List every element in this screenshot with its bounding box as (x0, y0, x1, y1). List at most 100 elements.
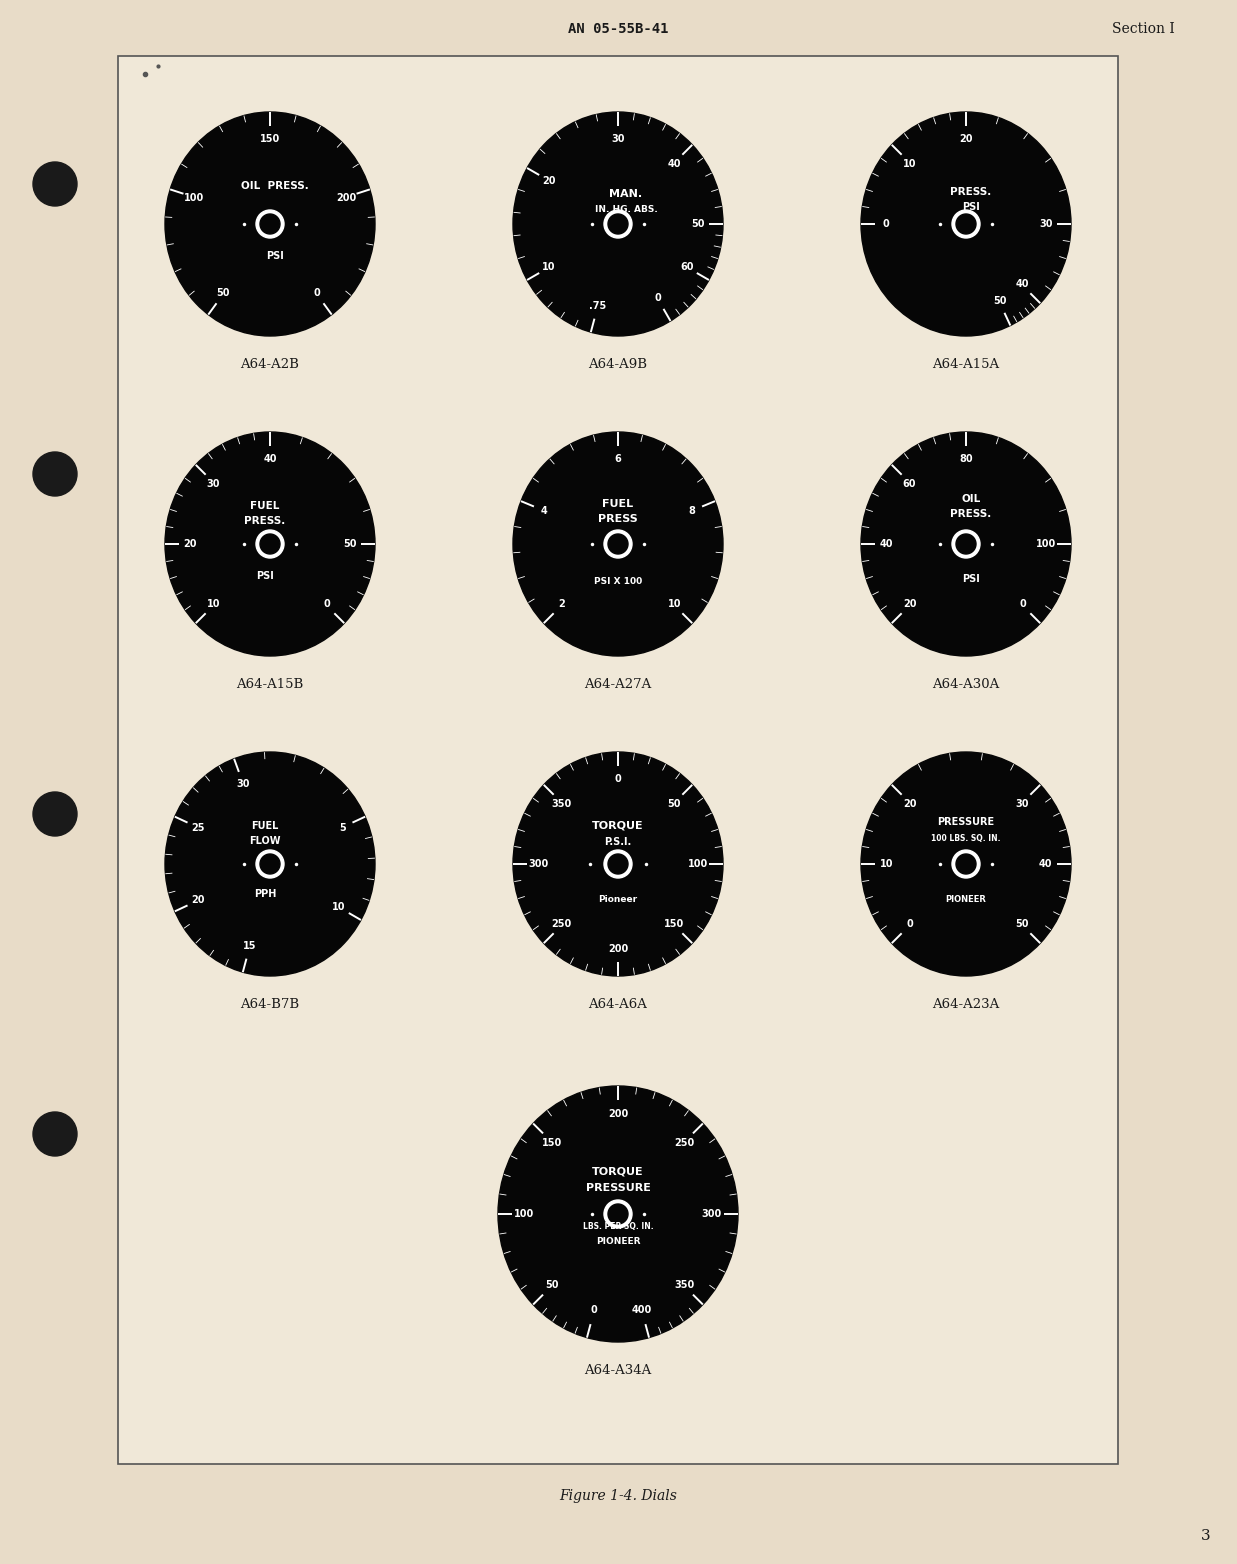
Text: 0: 0 (590, 1306, 597, 1315)
Text: LBS. PER SQ. IN.: LBS. PER SQ. IN. (583, 1221, 653, 1231)
Text: 400: 400 (632, 1306, 652, 1315)
Circle shape (33, 452, 77, 496)
Text: 20: 20 (959, 135, 972, 144)
Text: 25: 25 (190, 823, 204, 834)
Text: 100: 100 (1035, 540, 1056, 549)
Text: 60: 60 (903, 479, 917, 490)
Ellipse shape (513, 752, 722, 976)
Text: 150: 150 (260, 135, 280, 144)
Text: PRESS: PRESS (599, 515, 638, 524)
Text: 100: 100 (515, 1209, 534, 1218)
Circle shape (609, 1204, 628, 1225)
Text: 150: 150 (542, 1139, 562, 1148)
Circle shape (604, 530, 632, 558)
Ellipse shape (165, 432, 375, 655)
Circle shape (609, 533, 628, 554)
Text: A64-A27A: A64-A27A (584, 679, 652, 691)
Text: PRESS.: PRESS. (950, 508, 992, 519)
Text: PIONEER: PIONEER (596, 1237, 641, 1245)
Circle shape (602, 529, 635, 560)
Text: 60: 60 (680, 261, 694, 272)
Text: 30: 30 (236, 779, 250, 788)
Text: 50: 50 (1016, 920, 1029, 929)
Text: 200: 200 (607, 1109, 628, 1120)
Text: PSI: PSI (266, 250, 283, 261)
FancyBboxPatch shape (118, 56, 1118, 1464)
Text: 350: 350 (552, 799, 571, 809)
Text: PRESSURE: PRESSURE (938, 816, 995, 827)
Ellipse shape (513, 113, 722, 336)
Text: PPH: PPH (254, 888, 276, 899)
Text: A64-A30A: A64-A30A (933, 679, 999, 691)
Circle shape (256, 210, 285, 238)
Text: 30: 30 (1016, 799, 1029, 809)
Circle shape (956, 214, 976, 235)
Text: OIL: OIL (961, 494, 981, 504)
Text: 4: 4 (541, 507, 548, 516)
Text: Pioneer: Pioneer (599, 895, 637, 904)
Text: 10: 10 (903, 160, 917, 169)
Text: A64-A15B: A64-A15B (236, 679, 303, 691)
Circle shape (33, 1112, 77, 1156)
Text: 20: 20 (542, 177, 555, 186)
Text: PRESS.: PRESS. (245, 516, 286, 526)
Text: 20: 20 (903, 599, 917, 610)
Circle shape (956, 854, 976, 874)
Ellipse shape (861, 432, 1071, 655)
Text: 50: 50 (343, 540, 356, 549)
Text: 40: 40 (880, 540, 893, 549)
Text: A64-A23A: A64-A23A (933, 998, 999, 1010)
Text: 40: 40 (1016, 280, 1029, 289)
Text: 30: 30 (1039, 219, 1053, 228)
Circle shape (604, 1200, 632, 1228)
Text: .75: .75 (589, 302, 606, 311)
Ellipse shape (861, 113, 1071, 336)
Circle shape (602, 848, 635, 881)
Circle shape (604, 210, 632, 238)
Text: 8: 8 (688, 507, 695, 516)
Text: 50: 50 (546, 1279, 559, 1290)
Text: A64-A2B: A64-A2B (240, 358, 299, 371)
Circle shape (956, 533, 976, 554)
Text: 15: 15 (242, 942, 256, 951)
Text: 20: 20 (183, 540, 197, 549)
Text: 10: 10 (542, 261, 555, 272)
Text: A64-B7B: A64-B7B (240, 998, 299, 1010)
Text: A64-A15A: A64-A15A (933, 358, 999, 371)
Text: 150: 150 (664, 920, 684, 929)
Text: 0: 0 (654, 292, 662, 303)
Text: 300: 300 (701, 1209, 721, 1218)
Circle shape (950, 529, 982, 560)
Text: 50: 50 (668, 799, 682, 809)
Text: 100 LBS. SQ. IN.: 100 LBS. SQ. IN. (931, 834, 1001, 843)
Text: PSI: PSI (962, 574, 980, 583)
Circle shape (33, 163, 77, 206)
Text: 20: 20 (903, 799, 917, 809)
Text: FLOW: FLOW (249, 837, 281, 846)
Text: 40: 40 (668, 160, 682, 169)
Text: 0: 0 (313, 288, 320, 297)
Text: Section I: Section I (1112, 22, 1175, 36)
Text: 10: 10 (668, 599, 682, 610)
Circle shape (952, 210, 980, 238)
Text: 0: 0 (323, 599, 330, 610)
Text: 2: 2 (558, 599, 565, 610)
Text: IN. HG. ABS.: IN. HG. ABS. (595, 205, 657, 214)
Text: 10: 10 (880, 859, 893, 870)
Text: FUEL: FUEL (602, 499, 633, 508)
Text: 100: 100 (184, 192, 204, 203)
Circle shape (950, 208, 982, 239)
Text: AN 05-55B-41: AN 05-55B-41 (568, 22, 668, 36)
Text: PSI X 100: PSI X 100 (594, 577, 642, 586)
Text: OIL  PRESS.: OIL PRESS. (241, 181, 309, 191)
Text: FUEL: FUEL (250, 500, 280, 511)
Circle shape (260, 854, 280, 874)
Text: 10: 10 (207, 599, 220, 610)
Ellipse shape (861, 752, 1071, 976)
Text: 200: 200 (335, 192, 356, 203)
Circle shape (952, 530, 980, 558)
Text: TORQUE: TORQUE (593, 1167, 643, 1178)
Circle shape (609, 214, 628, 235)
Circle shape (256, 849, 285, 877)
Text: 0: 0 (1019, 599, 1025, 610)
